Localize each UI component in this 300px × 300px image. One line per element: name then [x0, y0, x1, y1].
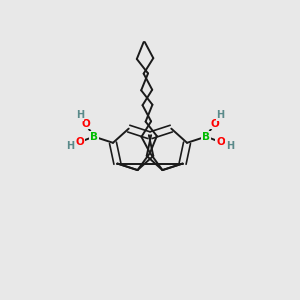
Text: H: H	[66, 141, 74, 151]
Text: O: O	[81, 119, 90, 129]
Text: B: B	[202, 132, 210, 142]
Text: H: H	[76, 110, 84, 120]
Text: O: O	[216, 137, 225, 147]
Text: B: B	[90, 132, 98, 142]
Text: O: O	[75, 137, 84, 147]
Text: O: O	[210, 119, 219, 129]
Text: H: H	[216, 110, 224, 120]
Text: H: H	[226, 141, 234, 151]
